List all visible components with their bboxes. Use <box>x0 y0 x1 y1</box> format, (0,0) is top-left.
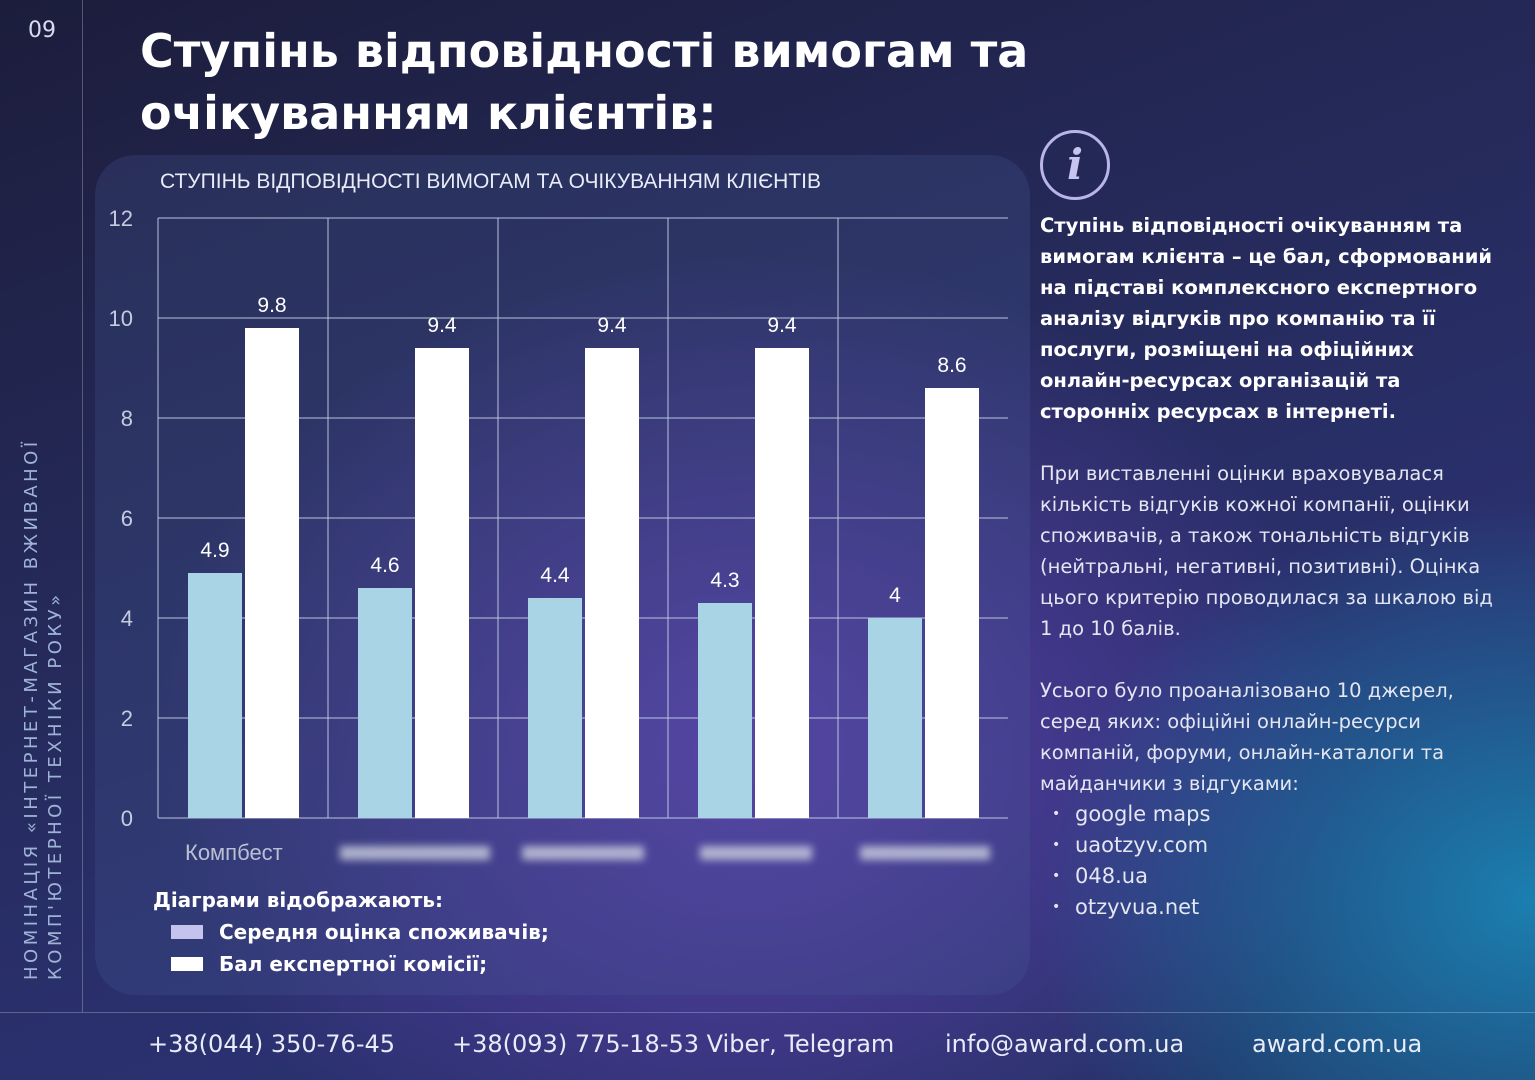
y-tick-label: 4 <box>121 606 133 631</box>
data-label: 4.4 <box>540 564 570 587</box>
divider <box>82 0 83 1012</box>
footer-phone-1[interactable]: +38(044) 350-76-45 <box>148 1030 396 1058</box>
blurred-category-label <box>340 846 490 860</box>
y-tick-label: 10 <box>109 306 133 331</box>
y-tick-label: 2 <box>121 706 133 731</box>
bar <box>868 618 922 818</box>
bar <box>585 348 639 818</box>
blurred-category-label <box>522 846 644 860</box>
data-label: 9.4 <box>767 314 797 337</box>
bar <box>755 348 809 818</box>
bar <box>528 598 582 818</box>
bar <box>415 348 469 818</box>
legend-swatch <box>171 957 203 971</box>
data-label: 4.3 <box>710 569 739 592</box>
data-label: 8.6 <box>937 354 966 377</box>
page-number: 09 <box>28 18 56 43</box>
info-icon: i <box>1040 130 1110 200</box>
blurred-category-label <box>860 846 990 860</box>
footer-website[interactable]: award.com.ua <box>1252 1030 1423 1058</box>
source-item: 048.ua <box>1040 861 1510 892</box>
y-tick-label: 0 <box>121 806 133 831</box>
legend-label: Бал експертної комісії; <box>219 952 488 976</box>
data-label: 4.6 <box>370 554 399 577</box>
chart-title: СТУПІНЬ ВІДПОВІДНОСТІ ВИМОГАМ ТА ОЧІКУВА… <box>160 170 821 193</box>
page-title: Ступінь відповідності вимогам та очікува… <box>140 24 1029 140</box>
footer-phone-2[interactable]: +38(093) 775-18-53 Viber, Telegram <box>452 1030 895 1058</box>
blurred-category-label <box>700 846 812 860</box>
footer-email[interactable]: info@award.com.ua <box>945 1030 1185 1058</box>
source-item: uaotzyv.com <box>1040 830 1510 861</box>
data-label: 9.8 <box>257 294 286 317</box>
legend-item: Середня оцінка споживачів; <box>171 920 549 944</box>
legend: Діаграми відображають: Середня оцінка сп… <box>153 888 549 976</box>
legend-title: Діаграми відображають: <box>153 888 444 912</box>
bar <box>925 388 979 818</box>
data-label: 4.9 <box>200 539 229 562</box>
source-item: otzyvua.net <box>1040 892 1510 923</box>
y-tick-label: 8 <box>121 406 133 431</box>
legend-item: Бал експертної комісії; <box>171 952 549 976</box>
bar <box>698 603 752 818</box>
legend-swatch <box>171 925 203 939</box>
bar <box>245 328 299 818</box>
sources-list: google maps uaotzyv.com 048.ua otzyvua.n… <box>1040 799 1510 923</box>
info-text: Ступінь відповідності очікуванням та вим… <box>1040 210 1510 923</box>
legend-label: Середня оцінка споживачів; <box>219 920 549 944</box>
category-label: Компбест <box>185 840 283 865</box>
methodology: При виставленні оцінки враховувалася кіл… <box>1040 462 1493 640</box>
bar <box>358 588 412 818</box>
sources-intro: Усього було проаналізовано 10 джерел, се… <box>1040 679 1454 795</box>
data-label: 9.4 <box>427 314 457 337</box>
data-label: 9.4 <box>597 314 627 337</box>
divider <box>0 1012 1535 1013</box>
y-tick-label: 12 <box>109 206 133 231</box>
y-tick-label: 6 <box>121 506 133 531</box>
definition: Ступінь відповідності очікуванням та вим… <box>1040 214 1493 423</box>
bar <box>188 573 242 818</box>
source-item: google maps <box>1040 799 1510 830</box>
data-label: 4 <box>889 584 901 607</box>
